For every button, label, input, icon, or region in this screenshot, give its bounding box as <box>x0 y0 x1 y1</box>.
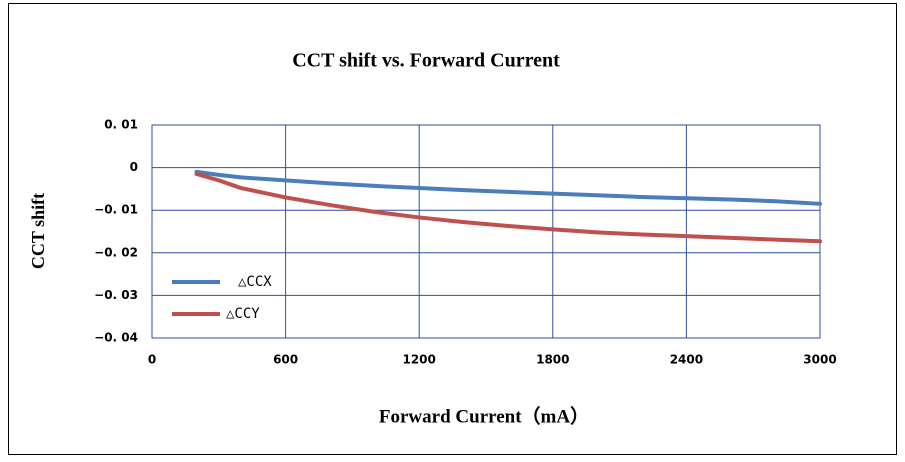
y-tick-label: 0. 01 <box>104 118 138 132</box>
line-series <box>194 171 822 244</box>
x-tick-label: 0 <box>148 353 156 367</box>
legend-label: △CCX <box>238 274 272 290</box>
x-tick-label: 1200 <box>402 353 435 367</box>
x-axis-label: Forward Current（mA） <box>379 404 589 427</box>
y-tick-label: −0. 04 <box>94 331 138 345</box>
x-tick-label: 600 <box>273 353 298 367</box>
plot-border <box>151 124 821 339</box>
legend-label: △CCY <box>226 306 260 322</box>
x-tick-label: 1800 <box>536 353 569 367</box>
line-series <box>194 169 822 206</box>
y-axis-label: CCT shift <box>28 193 48 269</box>
x-tick-label: 3000 <box>803 353 836 367</box>
y-tick-label: −0. 02 <box>94 245 138 259</box>
y-tick-label: −0. 01 <box>94 203 138 217</box>
y-tick-label: 0 <box>130 160 138 174</box>
frame <box>8 3 897 455</box>
y-tick-label: −0. 03 <box>94 288 138 302</box>
chart-title: CCT shift vs. Forward Current <box>292 50 560 72</box>
x-tick-label: 2400 <box>670 353 703 367</box>
